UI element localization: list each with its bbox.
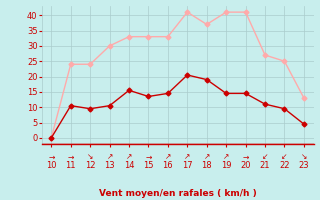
Text: ↘: ↘ bbox=[87, 152, 93, 161]
Text: ↗: ↗ bbox=[223, 152, 229, 161]
Text: →: → bbox=[68, 152, 74, 161]
Text: ↙: ↙ bbox=[281, 152, 288, 161]
Text: ↗: ↗ bbox=[126, 152, 132, 161]
Text: →: → bbox=[48, 152, 54, 161]
X-axis label: Vent moyen/en rafales ( km/h ): Vent moyen/en rafales ( km/h ) bbox=[99, 189, 256, 198]
Text: ↘: ↘ bbox=[301, 152, 307, 161]
Text: →: → bbox=[243, 152, 249, 161]
Text: ↗: ↗ bbox=[204, 152, 210, 161]
Text: ↗: ↗ bbox=[107, 152, 113, 161]
Text: ↗: ↗ bbox=[165, 152, 171, 161]
Text: ↙: ↙ bbox=[262, 152, 268, 161]
Text: →: → bbox=[145, 152, 152, 161]
Text: ↗: ↗ bbox=[184, 152, 190, 161]
